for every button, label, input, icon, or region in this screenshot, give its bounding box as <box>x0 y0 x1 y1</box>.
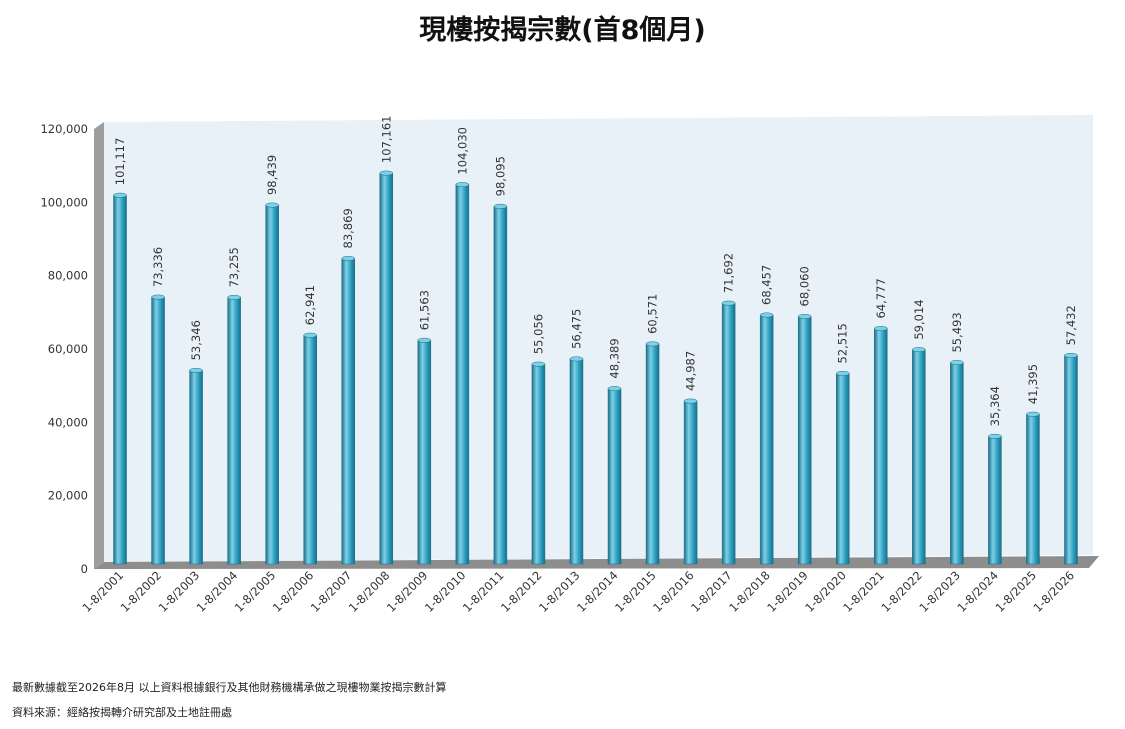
bar <box>759 314 774 565</box>
bar-top <box>797 313 812 319</box>
bar <box>836 373 850 565</box>
bar <box>797 316 812 565</box>
bar-top <box>874 326 888 331</box>
y-tick-label: 20,000 <box>48 489 88 503</box>
bar-top <box>303 332 317 338</box>
bar-top <box>912 347 926 353</box>
bar <box>341 258 355 565</box>
bar <box>950 362 964 565</box>
bar-top <box>379 170 394 176</box>
y-tick-label: 0 <box>81 562 88 576</box>
bar-top <box>227 294 241 300</box>
bar-top <box>683 398 698 404</box>
bar-top <box>113 192 127 198</box>
left-wall <box>94 122 104 569</box>
bar <box>113 194 127 565</box>
bar-top <box>759 312 774 318</box>
bar <box>607 388 622 565</box>
data-label: 56,475 <box>569 309 583 349</box>
bar <box>227 297 241 565</box>
y-tick-label: 80,000 <box>48 269 88 283</box>
plot-area <box>104 115 1093 562</box>
data-label: 64,777 <box>874 278 888 318</box>
bar-top <box>531 361 546 367</box>
x-tick-label: 1-8/2026 <box>1030 568 1077 615</box>
y-tick-label: 40,000 <box>48 415 88 429</box>
bar-top <box>645 341 660 347</box>
data-label: 71,692 <box>722 253 736 293</box>
data-label: 73,336 <box>151 247 165 287</box>
bar-top <box>341 256 355 261</box>
data-label: 98,095 <box>493 156 507 196</box>
bar-top <box>417 337 432 343</box>
data-label: 101,117 <box>113 138 127 186</box>
bar <box>151 296 165 565</box>
footnote-source: 資料來源：經絡按揭轉介研究部及土地註冊處 <box>12 706 232 719</box>
footnote-data-cutoff: 最新數據截至2026年8月 以上資料根據銀行及其他財務機構承做之現樓物業按揭宗數… <box>12 681 447 694</box>
data-label: 98,439 <box>265 155 279 195</box>
bar-top <box>455 182 470 188</box>
y-tick-label: 120,000 <box>40 122 88 136</box>
bar <box>493 206 508 565</box>
bar-top <box>1064 352 1078 358</box>
bar <box>569 358 584 565</box>
chart-title: 現樓按揭宗數(首8個月) <box>419 15 706 46</box>
y-tick-label: 100,000 <box>40 195 88 209</box>
data-label: 83,869 <box>341 208 355 248</box>
bar <box>265 204 279 565</box>
bar-top <box>607 386 622 392</box>
bar <box>303 334 317 565</box>
data-label: 68,457 <box>760 265 774 305</box>
bar <box>683 400 698 565</box>
data-label: 55,056 <box>531 314 545 354</box>
bar <box>417 340 432 565</box>
bar-top <box>836 370 850 376</box>
bar <box>531 363 546 565</box>
bar <box>455 184 470 565</box>
bar <box>874 328 888 565</box>
data-label: 48,389 <box>608 338 622 378</box>
bar <box>988 436 1002 565</box>
bar-top <box>569 356 584 362</box>
data-label: 68,060 <box>798 266 812 306</box>
bar <box>645 343 660 565</box>
bar-top <box>721 300 736 306</box>
y-tick-label: 60,000 <box>48 342 88 356</box>
data-label: 57,432 <box>1064 305 1078 345</box>
bar-top <box>988 433 1002 439</box>
data-label: 52,515 <box>836 323 850 363</box>
bar <box>189 370 203 565</box>
data-label: 61,563 <box>417 290 431 330</box>
data-label: 44,987 <box>684 351 698 391</box>
data-label: 104,030 <box>455 127 469 175</box>
bar <box>912 349 926 565</box>
bar-top <box>1026 411 1040 417</box>
bar-top <box>950 360 964 365</box>
data-label: 35,364 <box>988 386 1002 426</box>
bar <box>721 302 736 565</box>
data-label: 41,395 <box>1026 364 1040 404</box>
bar-top <box>189 367 203 373</box>
bar <box>1026 413 1040 565</box>
data-label: 55,493 <box>950 312 964 352</box>
bar <box>1064 355 1078 565</box>
data-label: 59,014 <box>912 299 926 339</box>
data-label: 73,255 <box>227 247 241 287</box>
bar-top <box>265 202 279 208</box>
data-label: 60,571 <box>646 294 660 334</box>
data-label: 53,346 <box>189 320 203 360</box>
bar-top <box>493 203 508 209</box>
bar-top <box>151 294 165 300</box>
bar <box>379 172 394 565</box>
data-label: 62,941 <box>303 285 317 325</box>
data-label: 107,161 <box>379 116 393 164</box>
